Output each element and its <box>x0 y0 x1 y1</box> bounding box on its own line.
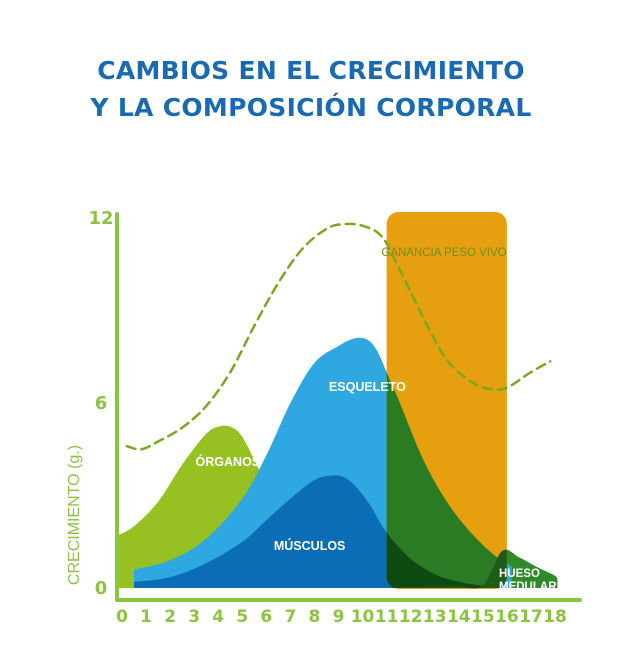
y-tick-label: 12 <box>88 208 113 229</box>
ganancia-peso-vivo-line <box>125 222 552 451</box>
x-tick-label: 8 <box>309 607 321 627</box>
x-tick-label: 16 <box>495 607 519 627</box>
x-tick-label: 1 <box>140 607 152 627</box>
y-tick-label: 6 <box>95 393 108 414</box>
y-tick-label: 0 <box>95 578 108 599</box>
x-tick-label: 11 <box>375 607 399 627</box>
label-organos: ÓRGANOS <box>196 454 261 469</box>
area-musculos <box>134 475 507 588</box>
x-tick-label: 4 <box>212 607 224 627</box>
x-tick-label: 2 <box>164 607 176 627</box>
overlay-layer <box>125 222 552 589</box>
x-tick-label: 12 <box>399 607 423 627</box>
x-tick-label: 0 <box>116 607 128 627</box>
label-hueso-medular-1: HUESO <box>499 568 540 580</box>
label-ganancia-peso-vivo: GANANCIA PESO VIVO <box>381 247 506 259</box>
chart-title: CAMBIOS EN EL CRECIMIENTO Y LA COMPOSICI… <box>0 52 622 126</box>
x-tick-label: 14 <box>447 607 471 627</box>
x-tick-label: 18 <box>543 607 567 627</box>
axes-layer: 0 1 2 3 4 5 6 7 8 9 10 11 12 13 14 15 16 17 180612CRECIMIE… <box>66 208 582 627</box>
x-tick-label: 10 <box>351 607 375 627</box>
x-tick-label: 15 <box>471 607 495 627</box>
label-esqueleto: ESQUELETO <box>329 380 406 394</box>
x-tick-label: 9 <box>333 607 345 627</box>
x-tick-label: 5 <box>236 607 248 627</box>
x-tick-label: 7 <box>284 607 296 627</box>
label-musculos: MÚSCULOS <box>274 538 346 553</box>
x-tick-label: 3 <box>188 607 200 627</box>
area-esqueleto-in-box <box>386 337 507 588</box>
x-tick-label: 17 <box>519 607 543 627</box>
x-tick-label: 6 <box>260 607 272 627</box>
chart-title-line-1: CAMBIOS EN EL CRECIMIENTO <box>97 56 525 85</box>
x-tick-label: 13 <box>423 607 447 627</box>
chart-title-line-2: Y LA COMPOSICIÓN CORPORAL <box>90 93 532 122</box>
label-hueso-medular-2: MEDULAR <box>499 581 557 593</box>
y-axis-label: CRECIMIENTO (g.) <box>66 445 83 585</box>
